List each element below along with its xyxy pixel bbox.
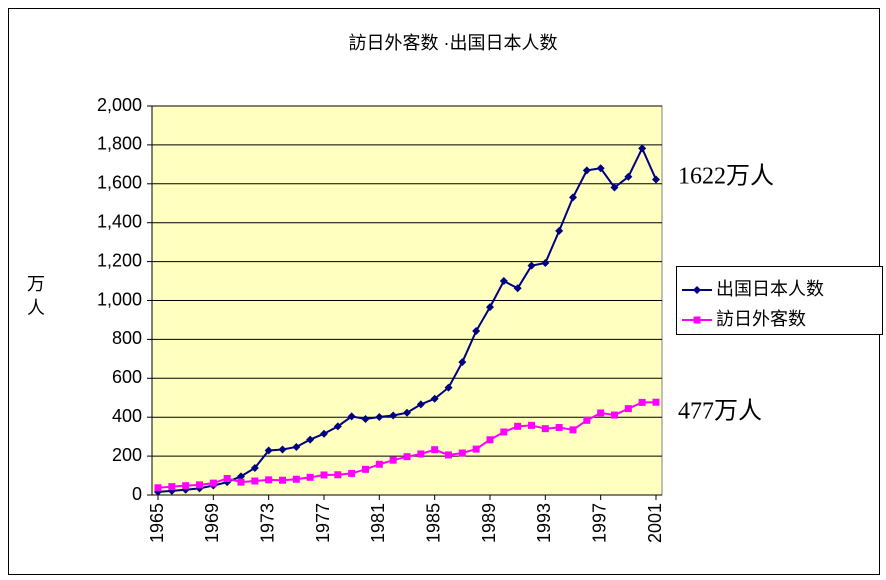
legend-marker [693, 286, 701, 294]
marker [472, 445, 480, 453]
marker [348, 469, 356, 477]
marker [416, 400, 425, 409]
marker [279, 476, 286, 484]
marker [292, 442, 301, 451]
x-tick-label: 1981 [368, 503, 388, 543]
x-tick-label: 1965 [147, 503, 167, 543]
marker [652, 398, 660, 406]
marker [209, 479, 217, 487]
legend-box [676, 266, 883, 335]
marker [596, 164, 605, 173]
marker [251, 477, 259, 485]
y-tick-label: 400 [112, 406, 142, 426]
marker [486, 436, 494, 444]
marker [555, 424, 563, 432]
marker [458, 358, 467, 367]
legend-label: 訪日外客数 [716, 309, 806, 329]
marker [541, 425, 549, 433]
x-tick-label: 1997 [589, 503, 609, 543]
x-tick-label: 1977 [313, 503, 333, 543]
marker [168, 483, 176, 491]
y-tick-label: 800 [112, 328, 142, 348]
marker [237, 472, 245, 481]
marker [320, 429, 328, 438]
marker [555, 226, 564, 235]
x-tick-label: 2001 [645, 503, 665, 543]
marker [389, 411, 398, 420]
marker [250, 463, 259, 472]
marker [306, 435, 315, 444]
y-tick-label: 2,000 [97, 95, 142, 115]
marker [375, 460, 383, 468]
marker [541, 258, 550, 267]
marker [430, 394, 439, 403]
marker [638, 144, 647, 153]
marker [306, 473, 314, 481]
marker [569, 193, 577, 202]
y-tick-label: 1,600 [97, 173, 142, 193]
marker [514, 422, 522, 430]
annotation: 1622万人 [678, 164, 774, 190]
y-tick-label: 200 [112, 445, 142, 465]
marker [196, 481, 203, 489]
marker [347, 412, 356, 421]
marker [499, 277, 508, 286]
y-tick-label: 1,000 [97, 289, 142, 309]
x-tick-label: 1989 [479, 503, 499, 543]
marker [444, 383, 453, 392]
marker [611, 411, 618, 419]
x-tick-label: 1973 [257, 503, 277, 543]
marker [403, 453, 411, 461]
annotation: 477万人 [678, 399, 762, 425]
marker [458, 449, 466, 457]
marker [597, 409, 605, 417]
marker [652, 175, 660, 184]
marker [265, 476, 273, 484]
x-tick-label: 1985 [423, 503, 443, 543]
marker [500, 428, 508, 436]
y-tick-label: 1,400 [97, 211, 142, 231]
marker [278, 445, 287, 454]
marker [237, 478, 245, 486]
marker [292, 475, 300, 483]
marker [638, 398, 646, 406]
marker [582, 166, 591, 175]
marker [624, 172, 633, 181]
marker [389, 456, 397, 464]
marker [362, 465, 369, 473]
legend-marker [693, 316, 701, 324]
marker [403, 408, 411, 417]
marker [264, 446, 273, 455]
marker [610, 183, 619, 192]
marker [569, 426, 577, 434]
marker [417, 450, 425, 458]
marker [375, 413, 384, 422]
legend-label: 出国日本人数 [716, 279, 824, 299]
marker [583, 416, 591, 424]
marker [182, 482, 190, 490]
y-tick-label: 1,800 [97, 134, 142, 154]
y-tick-label: 1,200 [97, 250, 142, 270]
marker [472, 327, 481, 336]
chart-title: 訪日外客数 ·出国日本人数 [349, 33, 558, 53]
marker [334, 471, 342, 479]
marker [486, 303, 494, 312]
marker [361, 414, 370, 423]
marker [431, 446, 439, 454]
marker [528, 421, 535, 429]
x-tick-label: 1993 [534, 503, 554, 543]
marker [320, 471, 328, 479]
marker [223, 474, 231, 482]
x-tick-label: 1969 [202, 503, 222, 543]
y-axis-label: 万人 [27, 274, 45, 318]
marker [333, 422, 342, 431]
marker [513, 284, 522, 293]
marker [527, 261, 536, 270]
marker [445, 451, 452, 459]
y-tick-label: 600 [112, 367, 142, 387]
marker [624, 405, 632, 413]
marker [154, 484, 162, 492]
y-tick-label: 0 [132, 484, 142, 504]
